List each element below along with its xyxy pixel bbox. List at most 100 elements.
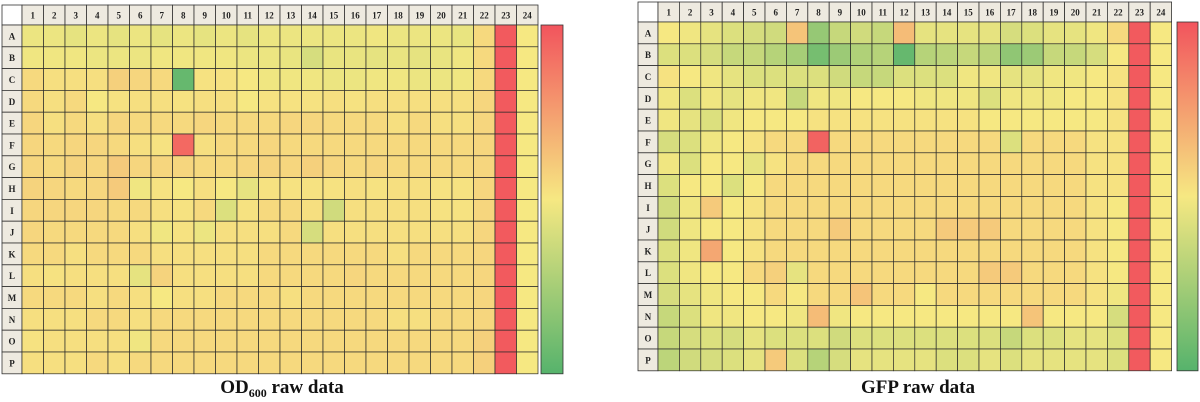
heatmap-cell — [86, 220, 109, 244]
heatmap-cell — [430, 199, 453, 222]
heatmap-cell — [914, 326, 937, 350]
heatmap-cell — [828, 65, 851, 88]
heatmap-cell — [408, 177, 431, 200]
heatmap-cell — [172, 90, 195, 113]
heatmap-cell — [1085, 130, 1108, 154]
row-header-label: K — [8, 249, 15, 259]
heatmap-cell — [172, 177, 195, 200]
heatmap-cell — [1021, 152, 1044, 175]
heatmap-cell — [365, 24, 388, 48]
heatmap-cell — [451, 351, 474, 375]
heatmap-cell — [721, 152, 744, 175]
heatmap-cell — [1149, 326, 1172, 350]
heatmap-cell — [473, 177, 496, 200]
heatmap-cell — [1128, 283, 1151, 306]
heatmap-cell — [21, 199, 44, 222]
heatmap-cell — [871, 108, 894, 132]
heatmap-cell — [193, 177, 216, 200]
heatmap-cell — [258, 90, 281, 113]
heatmap-cell — [1064, 283, 1087, 306]
column-header-label: 24 — [523, 11, 533, 21]
heatmap-cell — [172, 155, 195, 178]
heatmap-cell — [387, 155, 410, 178]
heatmap-cell — [1149, 196, 1172, 219]
heatmap-cell — [301, 111, 324, 135]
heatmap-cell — [107, 242, 130, 266]
heatmap-cell — [721, 65, 744, 88]
heatmap-cell — [721, 21, 744, 45]
heatmap-cell — [893, 65, 916, 88]
heatmap-cell — [43, 264, 66, 287]
heatmap-cell — [893, 108, 916, 132]
heatmap-cell — [828, 196, 851, 219]
heatmap-cell — [1064, 65, 1087, 88]
heatmap-cell — [258, 68, 281, 91]
heatmap-cell — [129, 242, 152, 266]
heatmap-cell — [258, 111, 281, 135]
heatmap-cell — [1042, 348, 1065, 372]
heatmap-cell — [258, 46, 281, 69]
heatmap-cell — [129, 111, 152, 135]
heatmap-cell — [721, 326, 744, 350]
heatmap-cell — [1085, 87, 1108, 110]
heatmap-cell — [850, 239, 873, 263]
heatmap-cell — [914, 174, 937, 197]
heatmap-cell — [1107, 43, 1130, 66]
heatmap-cell — [978, 87, 1001, 110]
heatmap-cell — [700, 21, 723, 45]
heatmap-cell — [893, 326, 916, 350]
heatmap-cell — [764, 152, 787, 175]
heatmap-cell — [786, 196, 809, 219]
heatmap-cell — [1107, 87, 1130, 110]
heatmap-cell — [700, 108, 723, 132]
heatmap-cell — [743, 217, 766, 241]
heatmap-cell — [129, 133, 152, 157]
heatmap-cell — [365, 242, 388, 266]
heatmap-cell — [150, 46, 173, 69]
heatmap-cell — [1085, 283, 1108, 306]
heatmap-cell — [850, 174, 873, 197]
heatmap-cell — [1149, 108, 1172, 132]
heatmap-cell — [193, 90, 216, 113]
heatmap-cell — [1085, 196, 1108, 219]
heatmap-cell — [408, 308, 431, 331]
heatmap-cell — [1021, 326, 1044, 350]
heatmap-cell — [957, 326, 980, 350]
row-header-label: L — [9, 271, 15, 281]
heatmap-cell — [850, 87, 873, 110]
heatmap-cell — [258, 155, 281, 178]
heatmap-cell — [107, 24, 130, 48]
heatmap-cell — [451, 90, 474, 113]
heatmap-cell — [1107, 174, 1130, 197]
heatmap-cell — [408, 24, 431, 48]
heatmap-cell — [1000, 65, 1023, 88]
row-header-label: H — [644, 181, 651, 191]
heatmap-cell — [700, 130, 723, 154]
heatmap-cell — [64, 351, 87, 375]
heatmap-cell — [408, 264, 431, 287]
heatmap-cell — [43, 286, 66, 309]
heatmap-cell — [344, 24, 367, 48]
heatmap-cell — [21, 90, 44, 113]
heatmap-cell — [1128, 152, 1151, 175]
heatmap-cell — [107, 46, 130, 69]
heatmap-cell — [764, 283, 787, 306]
heatmap-cell — [1042, 108, 1065, 132]
heatmap-cell — [1107, 326, 1130, 350]
heatmap-cell — [344, 220, 367, 244]
heatmap-cell — [236, 90, 259, 113]
heatmap-cell — [43, 329, 66, 353]
heatmap-cell — [935, 108, 958, 132]
heatmap-cell — [764, 261, 787, 284]
heatmap-cell — [786, 261, 809, 284]
heatmap-cell — [679, 348, 702, 372]
heatmap-cell — [322, 46, 345, 69]
heatmap-cell — [1064, 87, 1087, 110]
heatmap-cell — [871, 326, 894, 350]
heatmap-cell — [1085, 261, 1108, 284]
heatmap-cell — [365, 329, 388, 353]
heatmap-cell — [150, 177, 173, 200]
heatmap-cell — [322, 220, 345, 244]
heatmap-cell — [807, 261, 830, 284]
heatmap-cell — [893, 239, 916, 263]
